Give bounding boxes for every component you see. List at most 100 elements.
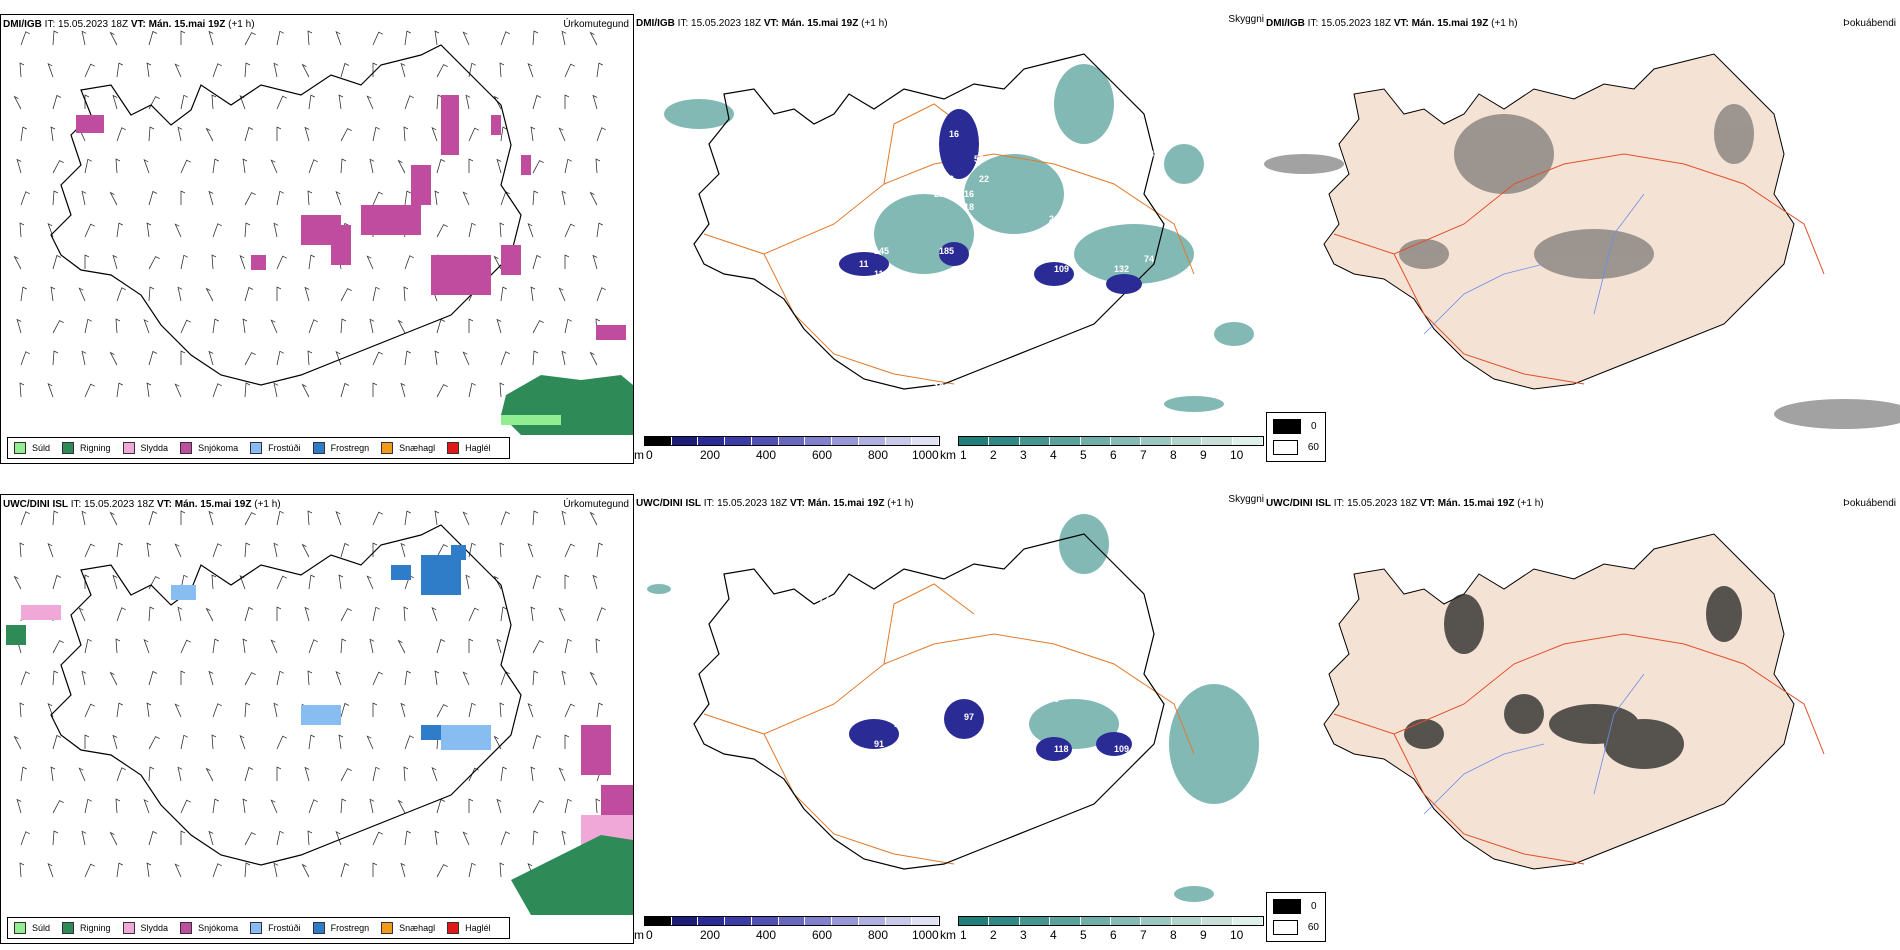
wind-barb: [564, 318, 573, 334]
visibility-title: Skyggni: [1228, 494, 1264, 505]
wind-barb: [19, 542, 25, 558]
wind-barb: [366, 255, 374, 270]
wind-barb: [468, 638, 474, 653]
wind-barb: [276, 350, 285, 366]
wind-barb: [270, 639, 278, 654]
wind-barb: [596, 222, 604, 238]
wind-barb: [589, 511, 598, 526]
visibility-panel-bottom: UWC/DINI ISL IT: 15.05.2023 18Z VT: Mán.…: [634, 494, 1264, 944]
precip-legend: Súld Rigning Slydda Snjókoma Frostúði Fr…: [7, 917, 510, 939]
wind-barb: [372, 382, 378, 397]
wind-barb: [116, 287, 126, 302]
wind-barb: [52, 30, 59, 46]
wind-barb: [84, 383, 95, 398]
wind-barb: [174, 383, 182, 398]
wind-barb: [239, 734, 246, 750]
wind-barb: [338, 94, 344, 110]
wind-barb: [212, 798, 220, 814]
wind-barb: [116, 542, 124, 558]
wind-barb: [180, 830, 186, 845]
wind-barb: [436, 224, 448, 238]
wind-barb: [340, 608, 352, 622]
wind-barb: [212, 543, 222, 558]
wind-barb: [308, 734, 316, 750]
wind-barb: [244, 192, 256, 206]
wind-barb: [307, 670, 313, 686]
wind-barb: [561, 830, 567, 846]
wind-barb: [116, 127, 126, 142]
wind-barb: [174, 703, 182, 718]
wind-barb: [532, 254, 542, 270]
wind-barb: [465, 574, 471, 590]
wind-barb: [564, 734, 570, 749]
wind-barb: [47, 382, 54, 398]
fog-roads: [1333, 633, 1825, 865]
wind-barb: [532, 190, 539, 206]
wind-barb: [462, 31, 470, 46]
wind-barb: [276, 670, 285, 686]
wind-barb: [242, 638, 248, 654]
wind-barb: [212, 703, 222, 718]
wind-barb: [180, 670, 186, 685]
wind-barb: [468, 607, 479, 622]
wind-barb: [372, 702, 378, 717]
wind-barb: [307, 190, 313, 206]
wind-barb: [436, 544, 448, 558]
wind-barb: [244, 222, 251, 238]
wind-barb: [340, 702, 350, 718]
wind-barb: [372, 862, 378, 877]
wind-barb: [340, 542, 350, 558]
wind-barb: [372, 831, 383, 846]
wind-barb: [109, 831, 118, 846]
wind-barb: [307, 830, 313, 846]
wind-barb: [493, 95, 502, 110]
wind-barb: [304, 606, 310, 622]
wind-barb: [52, 510, 59, 526]
wind-barb: [589, 351, 598, 366]
wind-barb: [146, 382, 152, 398]
wind-barb: [404, 670, 412, 686]
wind-barb: [436, 384, 448, 398]
wind-barb: [81, 510, 87, 526]
wind-barb: [372, 511, 383, 526]
wind-barb: [397, 639, 406, 654]
wind-barb: [404, 190, 412, 206]
wind-barb: [592, 94, 598, 110]
wind-barb: [20, 286, 28, 302]
wind-barb: [244, 352, 256, 366]
visibility-title: Skyggni: [1228, 14, 1264, 25]
wind-barb: [532, 320, 544, 334]
wind-barb: [493, 735, 502, 750]
wind-barb: [19, 62, 25, 78]
drizzle-area: [501, 415, 561, 425]
wind-barb: [205, 607, 214, 622]
wind-barb: [174, 223, 182, 238]
wind-barb: [212, 318, 220, 334]
wind-barb: [78, 287, 86, 302]
wind-barb: [148, 256, 160, 270]
wind-barb: [592, 574, 598, 590]
wind-barb: [143, 638, 150, 654]
wind-barb: [174, 63, 182, 78]
panel-header: UWC/DINI ISL IT: 15.05.2023 18Z VT: Mán.…: [3, 499, 281, 510]
wind-barb: [81, 190, 87, 206]
wind-barb: [84, 63, 95, 78]
wind-barb: [561, 30, 567, 46]
wind-barb: [308, 574, 316, 590]
wind-barb: [595, 638, 601, 654]
wind-barb: [146, 542, 152, 558]
wind-barb: [244, 32, 256, 46]
precip-panel-bottom: UWC/DINI ISL IT: 15.05.2023 18Z VT: Mán.…: [0, 494, 634, 944]
precip-panel-top: DMI/IGB IT: 15.05.2023 18Z VT: Mán. 15.m…: [0, 14, 634, 464]
wind-barb: [532, 350, 539, 366]
wind-barb: [81, 830, 87, 846]
wind-barb: [148, 96, 160, 110]
legend-swatch: [250, 442, 263, 454]
wind-barb: [500, 126, 508, 142]
wind-barb: [180, 799, 191, 814]
wind-barb: [13, 575, 22, 590]
wind-barb: [177, 286, 183, 302]
wind-barb: [109, 351, 118, 366]
wind-barb: [532, 30, 539, 46]
wind-barb: [431, 606, 438, 622]
